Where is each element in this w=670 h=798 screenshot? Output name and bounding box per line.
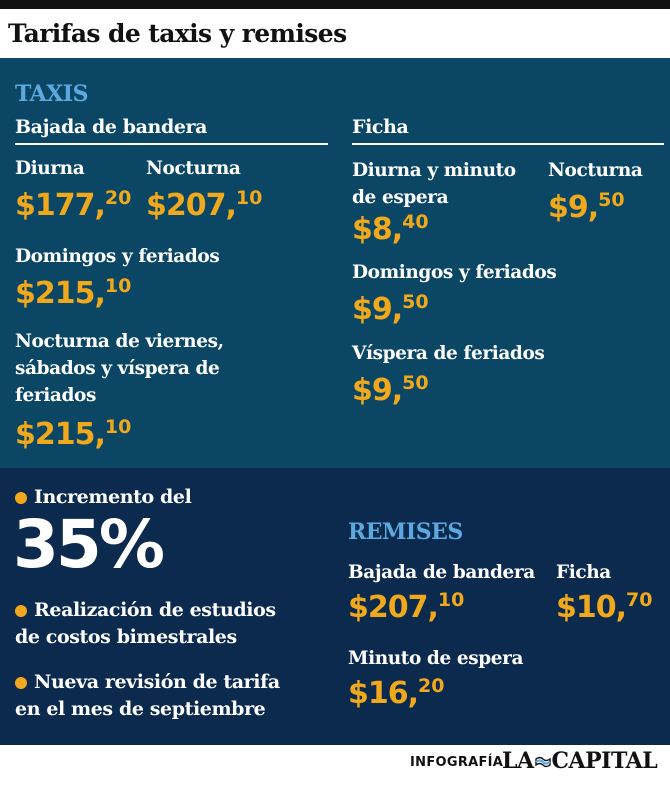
taxis-nocturna-label: Nocturna bbox=[146, 158, 241, 179]
ficha-vispera-price-main: $9, bbox=[352, 373, 403, 408]
ficha-domingos-price-main: $9, bbox=[352, 292, 403, 327]
taxis-nocturna-viernes-line-3: feriados bbox=[15, 385, 96, 406]
remises-minuto-price: $16,20 bbox=[348, 677, 444, 709]
bullet-revision-line-2: en el mes de septiembre bbox=[15, 698, 266, 720]
remises-bajada-price-main: $207, bbox=[348, 590, 439, 625]
ficha-diurna-price: $8,40 bbox=[352, 213, 429, 245]
bullet-revision-line-1: Nueva revisión de tarifa bbox=[34, 671, 280, 693]
logo-text-right: CAPITAL bbox=[551, 748, 658, 774]
infografia-credit: INFOGRAFÍA bbox=[410, 755, 504, 770]
taxis-nocturna-price-main: $207, bbox=[146, 188, 237, 223]
logo-text-left: LA bbox=[502, 748, 534, 774]
remises-panel: Incremento del 35% Realización de estudi… bbox=[0, 468, 670, 745]
ficha-domingos-price-cents: 50 bbox=[402, 291, 429, 313]
ficha-domingos-label: Domingos y feriados bbox=[352, 262, 557, 283]
bullet-dot-icon bbox=[15, 677, 27, 689]
taxis-bajada-heading: Bajada de bandera bbox=[15, 116, 208, 138]
remises-ficha-price: $10,70 bbox=[556, 591, 652, 623]
taxis-nocturna-viernes-price-cents: 10 bbox=[104, 416, 132, 438]
taxis-panel: TAXIS Bajada de bandera Diurna $177,20 N… bbox=[0, 58, 670, 468]
taxis-ficha-heading: Ficha bbox=[352, 116, 409, 138]
taxis-domingos-price: $215,10 bbox=[15, 277, 131, 309]
la-capital-logo: LA CAPITAL bbox=[502, 748, 658, 774]
remises-minuto-price-cents: 20 bbox=[418, 675, 445, 697]
ficha-vispera-label: Víspera de feriados bbox=[352, 343, 545, 364]
ficha-vispera-price-cents: 50 bbox=[402, 372, 429, 394]
remises-ficha-label: Ficha bbox=[556, 562, 611, 583]
taxis-nocturna-viernes-line-2: sábados y víspera de bbox=[15, 358, 220, 379]
taxis-ficha-divider bbox=[352, 143, 664, 145]
ficha-nocturna-label: Nocturna bbox=[548, 160, 643, 181]
ficha-domingos-price: $9,50 bbox=[352, 293, 429, 325]
taxis-bajada-divider bbox=[15, 143, 328, 145]
bullet-dot-icon bbox=[15, 605, 27, 617]
ficha-diurna-line-2: de espera bbox=[352, 187, 449, 208]
taxis-diurna-price-cents: 20 bbox=[104, 187, 132, 209]
ficha-diurna-price-main: $8, bbox=[352, 212, 403, 247]
taxis-nocturna-viernes-line-1: Nocturna de viernes, bbox=[15, 331, 224, 352]
remises-minuto-price-main: $16, bbox=[348, 676, 419, 711]
taxis-section-label: TAXIS bbox=[15, 81, 89, 107]
remises-bajada-label: Bajada de bandera bbox=[348, 562, 535, 583]
taxis-nocturna-price: $207,10 bbox=[146, 189, 262, 221]
ficha-vispera-price: $9,50 bbox=[352, 374, 429, 406]
taxis-diurna-label: Diurna bbox=[15, 158, 85, 179]
page-title: Tarifas de taxis y remises bbox=[8, 19, 347, 48]
ficha-diurna-price-cents: 40 bbox=[402, 211, 429, 233]
increment-percent: 35% bbox=[13, 506, 165, 583]
bullet-estudios: Realización de estudios bbox=[15, 597, 276, 624]
top-bar bbox=[0, 0, 670, 9]
remises-bajada-price: $207,10 bbox=[348, 591, 464, 623]
remises-ficha-price-cents: 70 bbox=[626, 589, 653, 611]
taxis-nocturna-viernes-label: Nocturna de viernes, sábados y víspera d… bbox=[15, 328, 224, 409]
bullet-incremento-text: Incremento del bbox=[34, 486, 192, 508]
taxis-nocturna-price-cents: 10 bbox=[235, 187, 263, 209]
bullet-revision: Nueva revisión de tarifa bbox=[15, 669, 280, 696]
bullet-incremento: Incremento del bbox=[15, 484, 192, 511]
ficha-diurna-label: Diurna y minuto de espera bbox=[352, 157, 516, 211]
bullet-estudios-line-2: de costos bimestrales bbox=[15, 626, 237, 648]
ficha-nocturna-price-cents: 50 bbox=[598, 189, 625, 211]
taxis-diurna-price-main: $177, bbox=[15, 188, 106, 223]
ficha-nocturna-price-main: $9, bbox=[548, 190, 599, 225]
flag-emblem-icon bbox=[534, 756, 551, 768]
taxis-diurna-price: $177,20 bbox=[15, 189, 131, 221]
bullet-estudios-line-1: Realización de estudios bbox=[34, 599, 276, 621]
remises-bajada-price-cents: 10 bbox=[437, 589, 465, 611]
bullet-dot-icon bbox=[15, 492, 27, 504]
remises-section-label: REMISES bbox=[348, 519, 463, 545]
remises-ficha-price-main: $10, bbox=[556, 590, 627, 625]
taxis-domingos-label: Domingos y feriados bbox=[15, 246, 220, 267]
remises-minuto-label: Minuto de espera bbox=[348, 648, 524, 669]
taxis-nocturna-viernes-price: $215,10 bbox=[15, 418, 131, 450]
ficha-nocturna-price: $9,50 bbox=[548, 191, 625, 223]
taxis-domingos-price-main: $215, bbox=[15, 276, 106, 311]
taxis-domingos-price-cents: 10 bbox=[104, 275, 132, 297]
taxis-nocturna-viernes-price-main: $215, bbox=[15, 417, 106, 452]
ficha-diurna-line-1: Diurna y minuto bbox=[352, 160, 516, 181]
